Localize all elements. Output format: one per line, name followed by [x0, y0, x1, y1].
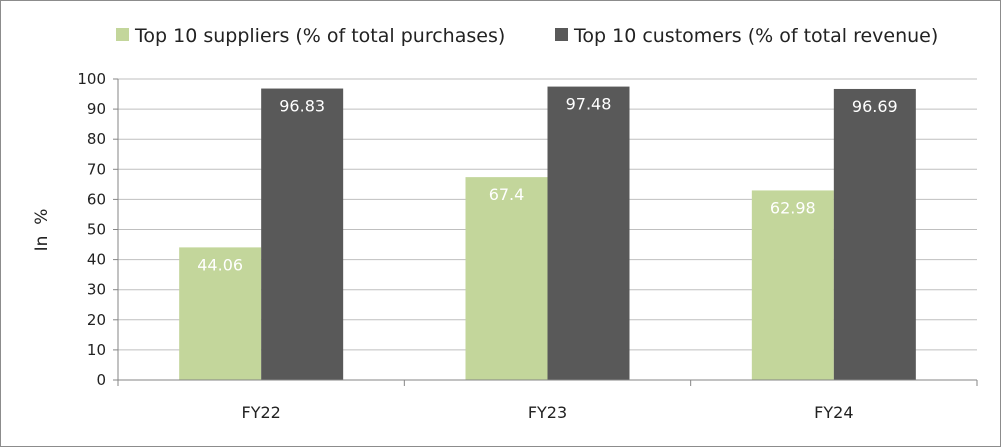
data-label-suppliers-fy22: 44.06: [197, 255, 243, 274]
y-tick-label: 60: [87, 190, 106, 208]
bar-suppliers-fy24: [751, 190, 834, 380]
x-tick-label: FY22: [241, 403, 280, 422]
y-tick-label: 10: [87, 341, 106, 359]
bar-customers-fy22: [261, 88, 344, 381]
bar-customers-fy24: [833, 88, 916, 380]
y-tick-label: 20: [87, 311, 106, 329]
legend-label-customers: Top 10 customers (% of total revenue): [573, 25, 938, 47]
legend: Top 10 suppliers (% of total purchases) …: [116, 25, 938, 47]
legend-swatch-customers: [555, 28, 568, 41]
y-tick-label: 90: [87, 100, 106, 118]
axes: [113, 78, 978, 386]
y-tick-labels: 0 10 20 30 40 50 60 70 80 90 100: [77, 70, 106, 389]
x-tick-label: FY23: [528, 403, 567, 422]
y-tick-label: 0: [96, 371, 106, 389]
data-label-customers-fy24: 96.69: [852, 97, 898, 116]
bar-suppliers-fy22: [179, 247, 262, 380]
legend-label-suppliers: Top 10 suppliers (% of total purchases): [134, 25, 505, 47]
data-label-suppliers-fy23: 67.4: [489, 185, 525, 204]
y-tick-label: 40: [87, 251, 106, 269]
x-tick-label: FY24: [814, 403, 853, 422]
y-axis-title: In %: [32, 209, 52, 252]
y-tick-label: 30: [87, 281, 106, 299]
data-label-suppliers-fy24: 62.98: [770, 198, 816, 217]
y-tick-label: 50: [87, 221, 106, 239]
bars: [179, 86, 916, 381]
y-tick-label: 100: [77, 70, 106, 88]
data-labels: 44.06 96.83 67.4 97.48 62.98 96.69: [197, 95, 897, 275]
x-tick-labels: FY22 FY23 FY24: [241, 403, 853, 422]
data-label-customers-fy23: 97.48: [566, 95, 612, 114]
data-label-customers-fy22: 96.83: [279, 97, 325, 116]
y-tick-label: 70: [87, 160, 106, 178]
legend-swatch-suppliers: [116, 28, 129, 41]
bar-customers-fy23: [547, 86, 630, 380]
y-tick-label: 80: [87, 130, 106, 148]
bar-suppliers-fy23: [465, 177, 548, 380]
